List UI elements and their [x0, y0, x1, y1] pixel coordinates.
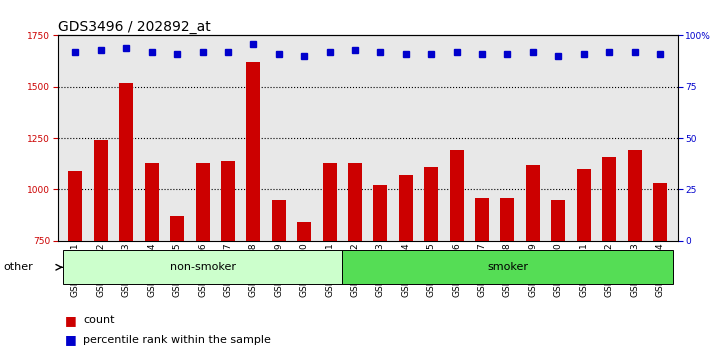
Bar	[247, 62, 260, 241]
Bar	[602, 156, 616, 241]
Bar	[577, 169, 590, 241]
Bar	[500, 198, 515, 241]
Bar	[653, 183, 667, 241]
Bar	[475, 198, 489, 241]
Text: GDS3496 / 202892_at: GDS3496 / 202892_at	[58, 21, 211, 34]
Text: ■: ■	[65, 314, 76, 327]
Bar	[322, 163, 337, 241]
Text: percentile rank within the sample: percentile rank within the sample	[83, 335, 271, 345]
Bar	[399, 175, 413, 241]
Bar	[297, 222, 311, 241]
Bar	[272, 200, 286, 241]
Text: non-smoker: non-smoker	[169, 262, 236, 272]
Bar	[94, 140, 108, 241]
Text: count: count	[83, 315, 115, 325]
Bar	[348, 163, 362, 241]
Bar	[373, 185, 387, 241]
Bar	[424, 167, 438, 241]
Bar	[221, 161, 235, 241]
Bar	[627, 150, 642, 241]
Bar	[342, 250, 673, 284]
Bar	[170, 216, 184, 241]
Text: other: other	[4, 262, 33, 272]
Bar	[552, 200, 565, 241]
Bar	[526, 165, 540, 241]
Bar	[119, 82, 133, 241]
Bar	[195, 163, 210, 241]
Bar	[68, 171, 82, 241]
Text: ■: ■	[65, 333, 76, 346]
Bar	[450, 150, 464, 241]
Text: smoker: smoker	[487, 262, 528, 272]
Bar	[63, 250, 342, 284]
Bar	[145, 163, 159, 241]
